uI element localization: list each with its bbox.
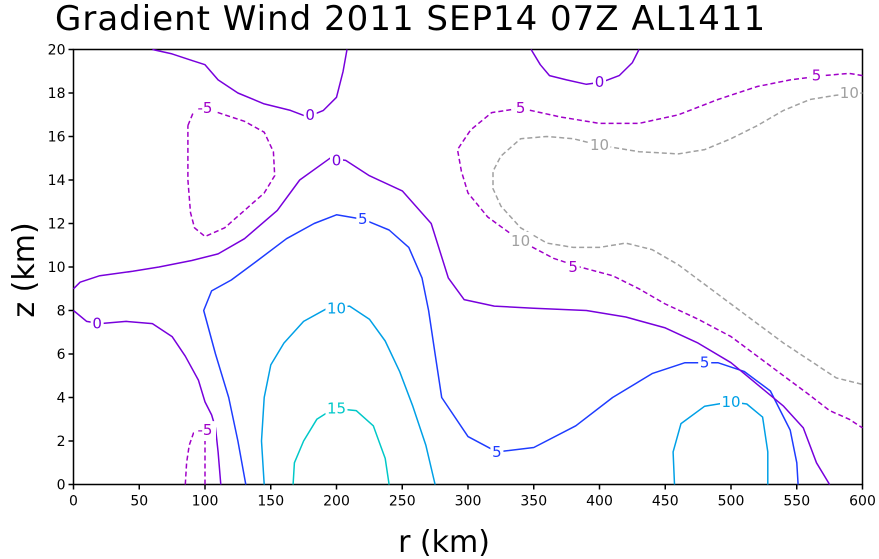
contour-label: 5 (492, 443, 502, 461)
contour-label: 5 (358, 210, 368, 228)
x-tick-label: 50 (130, 494, 148, 510)
x-tick-label: 450 (652, 494, 679, 510)
contour-line-level-neg10-12 (492, 92, 863, 386)
x-tick-label: 100 (192, 494, 219, 510)
contour-line-level-10-1 (260, 305, 436, 485)
contour-line-level-0-4 (72, 157, 831, 485)
y-tick-label: 18 (48, 86, 66, 102)
contour-label: 15 (327, 399, 346, 417)
contour-line-level-neg5-11 (456, 72, 863, 429)
contour-label: -5 (198, 99, 213, 117)
chart-title: Gradient Wind 2011 SEP14 07Z AL1411 (55, 0, 766, 39)
contour-label: 10 (511, 232, 530, 250)
contour-label-bg (490, 442, 504, 461)
x-tick-label: 150 (257, 494, 284, 510)
contour-label-bg (194, 421, 216, 440)
y-tick-label: 10 (48, 260, 66, 276)
contour-label: 0 (332, 151, 342, 169)
x-tick-label: 0 (69, 494, 78, 510)
contour-label: 5 (568, 258, 578, 276)
contour-line-level-0-6 (152, 48, 348, 118)
contour-label-bg (566, 258, 580, 276)
contour-line-level-5-3 (202, 214, 799, 485)
contour-line-level-neg5-8 (184, 429, 196, 485)
y-tick-label: 12 (48, 217, 66, 233)
contour-label: 0 (595, 73, 605, 91)
contour-label-bg (514, 99, 528, 118)
y-tick-label: 20 (48, 43, 66, 59)
contour-label-bg (720, 392, 742, 411)
contour-label-bg (588, 136, 611, 155)
contour-line-level-neg5-10 (187, 107, 276, 238)
y-tick-label: 4 (57, 391, 66, 407)
y-tick-label: 6 (57, 347, 66, 363)
y-tick-label: 2 (57, 434, 66, 450)
contour-label-bg (330, 151, 343, 170)
contour-label-bg (809, 66, 823, 85)
x-tick-label: 250 (389, 494, 416, 510)
contour-line-level-15-0 (292, 407, 390, 485)
contour-label-bg (593, 73, 606, 92)
contour-label-bg (509, 231, 532, 250)
y-tick-label: 14 (48, 173, 66, 189)
x-tick-label: 300 (455, 494, 482, 510)
contour-label-bg (838, 84, 861, 102)
contour-label-bg (303, 105, 317, 124)
contour-lines (72, 48, 863, 485)
y-tick-label: 8 (57, 304, 66, 320)
contour-labels: 15 10 10 5 5 5 0 0 0 0 -5 -5 5 5 5 10 10 10 (90, 66, 861, 461)
contour-label: 10 (327, 299, 346, 317)
x-tick-label: 400 (586, 494, 613, 510)
contour-label: 5 (700, 354, 710, 372)
x-axis-label: r (km) (398, 525, 490, 559)
y-tick-label: 0 (57, 478, 66, 494)
contour-label: 10 (721, 393, 740, 411)
contour-label-bg (325, 299, 348, 318)
contour-line-level-0-7 (530, 49, 640, 86)
x-axis-ticks: 0 50 100 150 200 250 300 350 400 450 500 550 600 (69, 484, 876, 510)
contour-label: -5 (198, 421, 213, 439)
contour-label: 0 (305, 106, 315, 124)
contour-label-bg (325, 399, 348, 418)
y-axis-label: z (km) (7, 222, 42, 317)
x-tick-label: 600 (849, 494, 876, 510)
contour-label: 5 (812, 67, 822, 85)
contour-label: 0 (92, 315, 102, 333)
x-tick-label: 200 (323, 494, 350, 510)
x-tick-label: 550 (783, 494, 810, 510)
contour-label-bg (194, 99, 216, 118)
y-tick-label: 16 (48, 130, 66, 146)
contour-label: 5 (516, 99, 526, 117)
contour-line-level-10-2 (672, 401, 769, 485)
contour-label-bg (356, 210, 370, 229)
contour-line-level-0-5 (73, 309, 222, 485)
y-axis-ticks: 0 2 4 6 8 10 12 14 16 18 20 (48, 43, 74, 494)
contour-label-bg (90, 314, 104, 333)
contour-label: 10 (840, 84, 859, 102)
x-tick-label: 500 (718, 494, 745, 510)
contour-label: 10 (590, 136, 609, 154)
x-tick-label: 350 (520, 494, 547, 510)
contour-label-bg (698, 353, 712, 372)
